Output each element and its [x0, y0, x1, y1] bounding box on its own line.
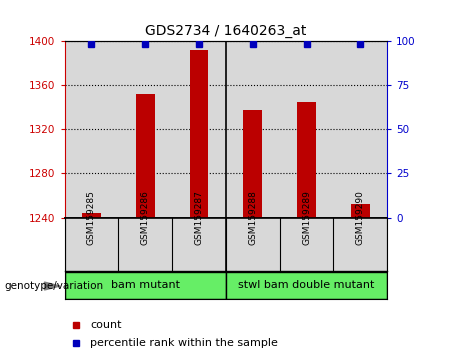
Title: GDS2734 / 1640263_at: GDS2734 / 1640263_at: [145, 24, 307, 38]
Text: genotype/variation: genotype/variation: [5, 281, 104, 291]
Text: GSM159288: GSM159288: [248, 190, 257, 245]
Text: GSM159285: GSM159285: [87, 190, 96, 245]
Text: count: count: [90, 320, 122, 330]
Bar: [280, 41, 333, 218]
Bar: [118, 41, 172, 218]
Bar: [333, 41, 387, 218]
Polygon shape: [44, 282, 60, 290]
Text: bam mutant: bam mutant: [111, 280, 180, 290]
Text: GSM159287: GSM159287: [195, 190, 203, 245]
Text: GSM159286: GSM159286: [141, 190, 150, 245]
Bar: [189, 50, 208, 218]
Text: GSM159290: GSM159290: [356, 190, 365, 245]
Bar: [226, 272, 387, 299]
Bar: [82, 213, 101, 218]
Bar: [65, 272, 226, 299]
Text: GSM159289: GSM159289: [302, 190, 311, 245]
Bar: [226, 41, 280, 218]
Bar: [351, 205, 370, 218]
Bar: [65, 41, 118, 218]
Bar: [297, 102, 316, 218]
Text: percentile rank within the sample: percentile rank within the sample: [90, 338, 278, 348]
Text: stwl bam double mutant: stwl bam double mutant: [238, 280, 375, 290]
Bar: [172, 41, 226, 218]
Bar: [243, 110, 262, 218]
Bar: [136, 94, 154, 218]
